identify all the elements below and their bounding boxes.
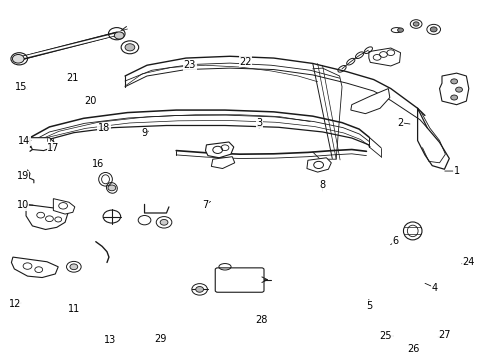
Polygon shape	[26, 204, 68, 229]
Polygon shape	[350, 89, 389, 114]
Text: 7: 7	[202, 200, 208, 210]
Polygon shape	[439, 73, 468, 105]
Text: 17: 17	[47, 143, 60, 153]
Text: 19: 19	[17, 171, 29, 181]
Text: 16: 16	[92, 159, 104, 169]
Text: 1: 1	[453, 166, 459, 176]
Polygon shape	[53, 199, 75, 214]
Text: 2: 2	[397, 118, 403, 128]
Text: 22: 22	[239, 57, 251, 67]
Text: 27: 27	[437, 330, 450, 340]
Text: 15: 15	[15, 82, 27, 92]
Text: 20: 20	[84, 96, 97, 106]
Polygon shape	[368, 48, 400, 66]
Circle shape	[195, 287, 203, 292]
Text: 6: 6	[392, 236, 398, 246]
Text: 13: 13	[104, 334, 116, 345]
Polygon shape	[205, 142, 233, 158]
Text: 4: 4	[431, 283, 437, 293]
Circle shape	[397, 28, 403, 32]
Text: 25: 25	[379, 331, 391, 341]
Circle shape	[429, 27, 436, 32]
FancyBboxPatch shape	[215, 268, 264, 292]
Circle shape	[125, 44, 135, 51]
Text: 12: 12	[9, 299, 21, 309]
Circle shape	[108, 185, 116, 191]
Circle shape	[450, 79, 457, 84]
Circle shape	[12, 54, 24, 63]
Circle shape	[450, 95, 457, 100]
Text: 3: 3	[256, 118, 262, 128]
Circle shape	[455, 87, 462, 92]
Polygon shape	[11, 257, 58, 278]
Text: 28: 28	[255, 315, 267, 325]
Text: 18: 18	[98, 123, 110, 133]
Text: 29: 29	[154, 333, 166, 343]
Text: 14: 14	[18, 136, 30, 145]
Text: 21: 21	[66, 73, 79, 83]
Text: 26: 26	[407, 343, 419, 354]
Text: 10: 10	[17, 200, 29, 210]
Circle shape	[114, 32, 124, 39]
Text: 11: 11	[67, 304, 80, 314]
Text: 8: 8	[319, 180, 325, 190]
Text: 9: 9	[141, 129, 147, 138]
Polygon shape	[306, 158, 330, 172]
Circle shape	[70, 264, 78, 270]
Text: 5: 5	[365, 301, 371, 311]
Circle shape	[160, 220, 167, 225]
Circle shape	[412, 22, 418, 26]
Text: 23: 23	[183, 60, 196, 70]
Polygon shape	[30, 138, 54, 150]
Text: 24: 24	[462, 257, 474, 267]
Polygon shape	[211, 157, 234, 168]
